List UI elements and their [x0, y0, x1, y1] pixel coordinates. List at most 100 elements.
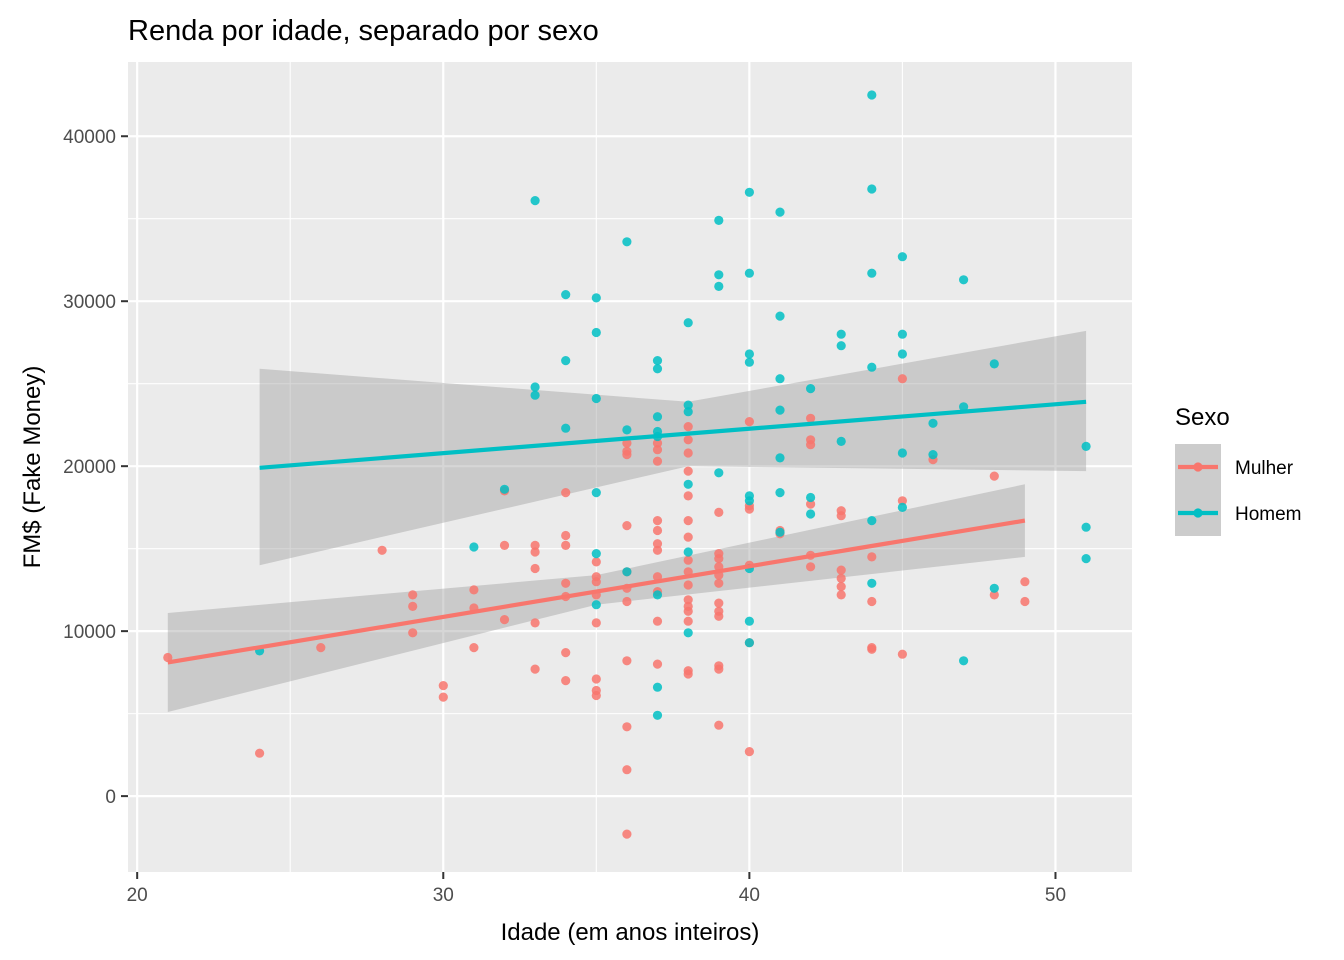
legend-label: Mulher	[1235, 458, 1294, 479]
data-point-homem	[928, 418, 938, 428]
data-point-homem	[775, 374, 785, 384]
chart-title: Renda por idade, separado por sexo	[128, 15, 599, 47]
data-point-homem	[683, 479, 693, 489]
data-point-mulher	[897, 496, 908, 506]
data-point-homem	[775, 527, 785, 537]
data-point-mulher	[530, 664, 540, 674]
data-point-mulher	[377, 545, 387, 555]
data-point-mulher	[714, 611, 724, 621]
data-point-mulher	[683, 669, 693, 679]
data-point-mulher	[744, 504, 755, 514]
data-point-mulher	[683, 555, 693, 565]
data-point-homem	[744, 616, 755, 626]
x-axis-title: Idade (em anos inteiros)	[501, 919, 760, 946]
y-tick-label: 20000	[63, 457, 116, 478]
data-point-mulher	[561, 540, 571, 551]
data-point-homem	[683, 318, 693, 328]
data-point-mulher	[836, 565, 846, 575]
data-point-mulher	[469, 585, 479, 595]
data-point-mulher	[591, 690, 601, 701]
data-point-mulher	[867, 596, 877, 607]
data-point-homem	[622, 425, 632, 435]
data-point-mulher	[561, 530, 571, 541]
data-point-mulher	[530, 563, 540, 574]
data-point-mulher	[316, 643, 326, 653]
data-point-mulher	[408, 628, 418, 638]
data-point-mulher	[591, 618, 601, 628]
data-point-homem	[806, 492, 816, 503]
grid-major	[128, 62, 1132, 872]
data-point-homem	[836, 341, 846, 351]
data-point-mulher	[408, 590, 418, 600]
trend-line-homem	[259, 399, 1087, 470]
data-point-homem	[683, 400, 693, 410]
data-point-homem	[1081, 522, 1091, 532]
data-point-homem	[867, 184, 877, 194]
data-point-homem	[1081, 554, 1091, 564]
data-point-homem	[836, 436, 846, 446]
data-point-mulher	[652, 659, 663, 669]
data-point-mulher	[591, 577, 601, 587]
data-point-homem	[561, 290, 571, 300]
data-point-homem	[683, 407, 693, 417]
y-tick-label: 0	[105, 787, 116, 808]
data-point-mulher	[591, 557, 601, 567]
data-point-homem	[469, 542, 479, 552]
data-point-mulher	[836, 511, 846, 521]
data-point-mulher	[897, 649, 908, 659]
data-point-mulher	[622, 829, 632, 839]
x-axis: 20 30 40 50	[127, 872, 1066, 906]
data-point-homem	[959, 656, 969, 666]
data-point-mulher	[255, 748, 265, 758]
y-tick-label: 10000	[63, 622, 116, 643]
data-point-homem	[499, 484, 510, 494]
data-point-mulher	[622, 521, 632, 531]
data-point-mulher	[989, 471, 999, 481]
x-tick-label: 30	[433, 885, 454, 906]
data-point-homem	[867, 268, 877, 278]
data-point-mulher	[1020, 596, 1030, 607]
data-point-mulher	[530, 618, 540, 628]
data-point-mulher	[652, 445, 663, 455]
data-point-mulher	[652, 456, 663, 466]
data-point-mulher	[714, 598, 724, 608]
data-point-homem	[989, 583, 999, 593]
data-point-mulher	[438, 681, 448, 691]
data-point-mulher	[438, 692, 448, 702]
legend-key-point	[1193, 462, 1203, 472]
data-point-mulher	[622, 722, 632, 732]
data-point-mulher	[836, 573, 846, 584]
data-point-mulher	[683, 466, 693, 476]
data-point-homem	[683, 547, 693, 557]
data-point-homem	[714, 468, 724, 478]
data-point-homem	[897, 502, 908, 512]
y-tick-label: 40000	[63, 127, 116, 148]
data-point-mulher	[897, 374, 908, 384]
data-point-mulher	[622, 765, 632, 775]
trend-lines	[167, 399, 1087, 665]
legend-title: Sexo	[1175, 404, 1230, 431]
data-point-mulher	[867, 644, 877, 654]
data-point-mulher	[652, 545, 663, 555]
data-point-homem	[959, 402, 969, 412]
data-point-homem	[622, 567, 632, 577]
data-point-mulher	[683, 580, 693, 590]
data-point-mulher	[561, 676, 571, 686]
data-point-mulher	[561, 648, 571, 658]
data-point-homem	[591, 600, 601, 610]
data-point-mulher	[622, 596, 632, 607]
data-point-mulher	[714, 507, 724, 517]
data-point-homem	[591, 327, 601, 338]
data-point-mulher	[806, 440, 816, 450]
data-point-mulher	[714, 554, 724, 564]
data-point-homem	[1081, 441, 1091, 451]
data-point-homem	[652, 590, 663, 600]
data-point-mulher	[561, 488, 571, 498]
data-point-homem	[836, 329, 846, 339]
data-point-homem	[714, 215, 724, 225]
data-point-mulher	[836, 582, 846, 592]
data-point-mulher	[622, 438, 632, 448]
data-point-homem	[652, 364, 663, 374]
legend-key-point	[1193, 508, 1203, 518]
x-tick-label: 50	[1045, 885, 1066, 906]
